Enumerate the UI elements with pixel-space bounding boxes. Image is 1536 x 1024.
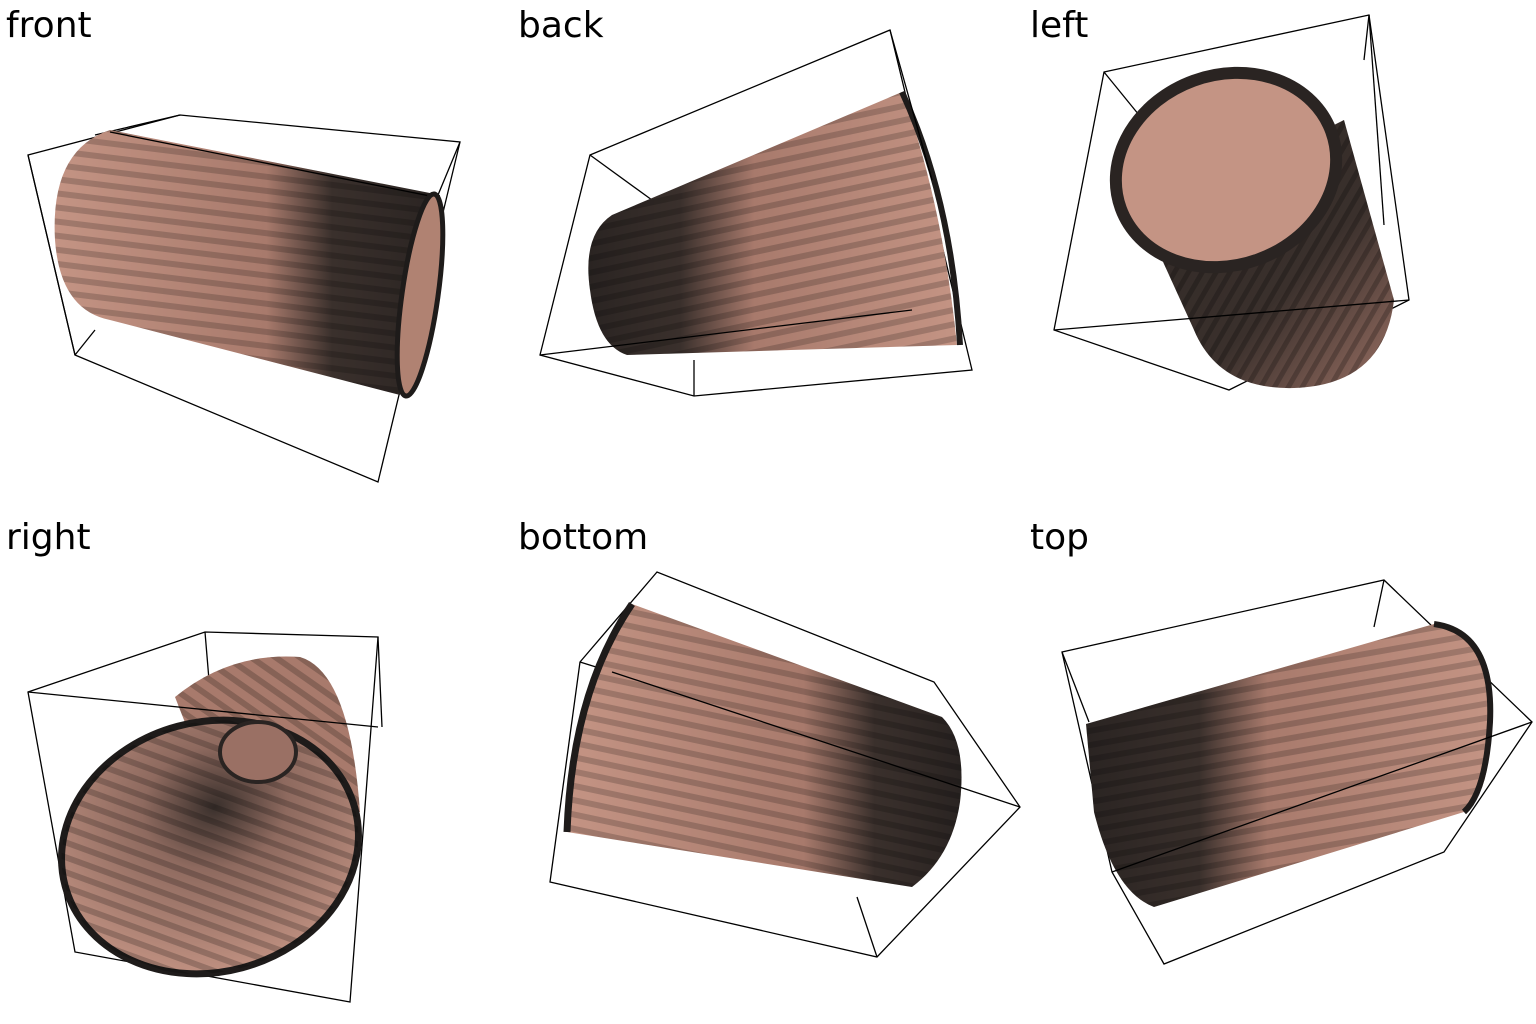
cup-render-top	[1061, 579, 1533, 965]
cup-render-right	[27, 631, 383, 1003]
view-label: left	[1030, 5, 1089, 46]
view-label: back	[518, 5, 604, 46]
cup-render-left	[1053, 14, 1410, 391]
cup-render-bottom	[549, 571, 1021, 958]
view-panel-left: left	[1024, 0, 1536, 512]
view-label: top	[1030, 517, 1089, 558]
view-panel-top: top	[1024, 512, 1536, 1024]
cup-render-front	[27, 114, 461, 483]
view-panel-right: right	[0, 512, 512, 1024]
cup-render-back	[539, 29, 973, 397]
view-panel-back: back	[512, 0, 1024, 512]
view-label: right	[6, 517, 91, 558]
view-label: front	[6, 5, 92, 46]
view-panel-front: front	[0, 0, 512, 512]
view-panel-bottom: bottom	[512, 512, 1024, 1024]
view-label: bottom	[518, 517, 649, 558]
